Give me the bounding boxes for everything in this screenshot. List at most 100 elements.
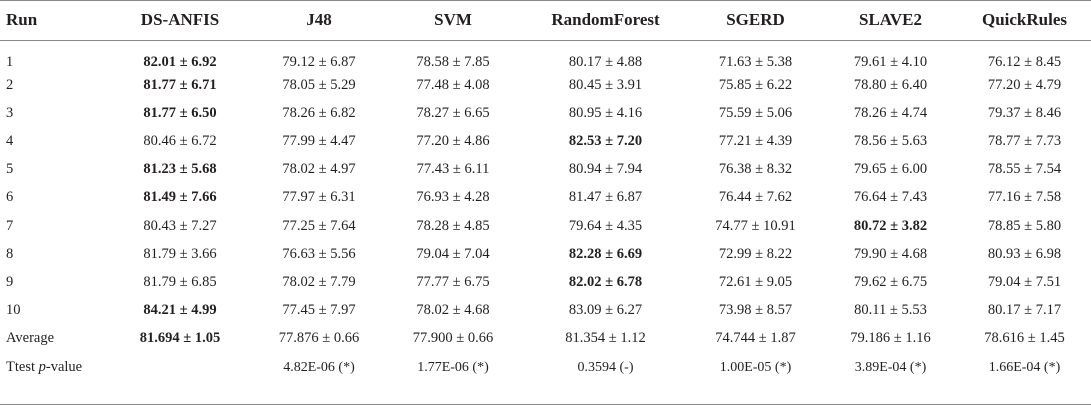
table-cell: 80.17 ± 4.88 bbox=[568, 54, 643, 70]
column-header: SLAVE2 bbox=[859, 10, 922, 29]
row-label: 6 bbox=[6, 189, 14, 206]
row-label: 3 bbox=[6, 104, 14, 121]
table-cell: 77.900 ± 0.66 bbox=[412, 330, 494, 347]
table-cell: 77.97 ± 6.31 bbox=[282, 189, 356, 206]
column-header: DS-ANFIS bbox=[140, 10, 220, 29]
table-cell: 77.48 ± 4.08 bbox=[416, 76, 490, 93]
table-header-rule bbox=[0, 40, 1091, 41]
table-cell: 79.62 ± 6.75 bbox=[853, 273, 928, 290]
table-cell: 79.12 ± 6.87 bbox=[282, 54, 356, 70]
table-cell: 79.90 ± 4.68 bbox=[853, 245, 928, 262]
table-row: 1 82.01 ± 6.92 79.12 ± 6.87 78.58 ± 7.85 80.… bbox=[0, 40, 1091, 71]
table-cell: 75.85 ± 6.22 bbox=[718, 76, 793, 93]
table-cell: 77.16 ± 7.58 bbox=[987, 189, 1062, 206]
table-cell: 78.05 ± 5.29 bbox=[282, 76, 356, 93]
table-cell: 76.64 ± 7.43 bbox=[853, 189, 928, 206]
ttest-cell: 3.89E-04 (*) bbox=[854, 359, 927, 375]
table-cell: 78.55 ± 7.54 bbox=[987, 161, 1062, 178]
table-cell: 74.77 ± 10.91 bbox=[715, 217, 796, 234]
table-top-rule bbox=[0, 0, 1091, 1]
table-cell: 71.63 ± 5.38 bbox=[718, 54, 793, 70]
table-cell: 80.72 ± 3.82 bbox=[853, 217, 928, 234]
ttest-row-label: Ttest p-value bbox=[0, 353, 105, 383]
table-cell: 81.79 ± 6.85 bbox=[143, 273, 217, 290]
table-row: 5 81.23 ± 5.68 78.02 ± 4.97 77.43 ± 6.11 80.… bbox=[0, 156, 1091, 184]
table-cell: 79.64 ± 4.35 bbox=[568, 217, 643, 234]
table-cell: 76.38 ± 8.32 bbox=[718, 161, 793, 178]
table-cell: 78.02 ± 7.79 bbox=[282, 273, 356, 290]
table-cell: 81.694 ± 1.05 bbox=[139, 330, 221, 347]
table-cell: 80.45 ± 3.91 bbox=[568, 76, 643, 93]
table-cell: 76.12 ± 8.45 bbox=[987, 54, 1062, 70]
table-cell: 82.01 ± 6.92 bbox=[143, 54, 217, 70]
table-cell: 79.37 ± 8.46 bbox=[987, 104, 1062, 121]
table-cell: 83.09 ± 6.27 bbox=[568, 302, 643, 319]
table-cell: 78.77 ± 7.73 bbox=[987, 132, 1062, 149]
table-cell: 72.61 ± 9.05 bbox=[718, 273, 793, 290]
table-cell: 78.56 ± 5.63 bbox=[853, 132, 928, 149]
table-cell: 76.93 ± 4.28 bbox=[416, 189, 490, 206]
table-cell: 79.61 ± 4.10 bbox=[853, 54, 928, 70]
row-label: 7 bbox=[6, 217, 14, 234]
table-cell: 81.77 ± 6.50 bbox=[143, 104, 217, 121]
table-cell: 72.99 ± 8.22 bbox=[718, 245, 793, 262]
table-cell: 78.26 ± 4.74 bbox=[853, 104, 928, 121]
table-cell: 77.876 ± 0.66 bbox=[278, 330, 360, 347]
table-cell: 80.17 ± 7.17 bbox=[987, 302, 1062, 319]
column-header: SGERD bbox=[726, 10, 785, 29]
table-cell: 80.46 ± 6.72 bbox=[143, 132, 217, 149]
row-label: 5 bbox=[6, 161, 14, 178]
table-body: 1 82.01 ± 6.92 79.12 ± 6.87 78.58 ± 7.85 80.… bbox=[0, 40, 1091, 383]
table-cell: 80.43 ± 7.27 bbox=[143, 217, 217, 234]
table-cell: 75.59 ± 5.06 bbox=[718, 104, 793, 121]
row-label: 9 bbox=[6, 273, 14, 290]
ttest-label-italic: p bbox=[38, 359, 46, 376]
table-row: 9 81.79 ± 6.85 78.02 ± 7.79 77.77 ± 6.75 82.… bbox=[0, 268, 1091, 296]
table-cell: 81.47 ± 6.87 bbox=[568, 189, 643, 206]
table-cell: 79.186 ± 1.16 bbox=[850, 330, 931, 347]
row-label: 1 bbox=[6, 54, 14, 70]
table-row: 7 80.43 ± 7.27 77.25 ± 7.64 78.28 ± 4.85 79.… bbox=[0, 212, 1091, 240]
table-cell: 76.44 ± 7.62 bbox=[718, 189, 793, 206]
table-cell: 78.02 ± 4.68 bbox=[416, 302, 490, 319]
table-header-row: Run DS-ANFIS J48 SVM RandomForest SGERD … bbox=[0, 0, 1091, 40]
table-cell: 78.26 ± 6.82 bbox=[282, 104, 356, 121]
table-cell: 77.43 ± 6.11 bbox=[416, 161, 490, 178]
table-cell: 78.616 ± 1.45 bbox=[984, 330, 1065, 347]
row-label: 2 bbox=[6, 76, 14, 93]
table-cell: 78.28 ± 4.85 bbox=[416, 217, 490, 234]
column-header: RandomForest bbox=[551, 10, 660, 29]
table-cell: 78.85 ± 5.80 bbox=[987, 217, 1062, 234]
table-cell: 77.21 ± 4.39 bbox=[718, 132, 793, 149]
table-cell: 81.79 ± 3.66 bbox=[143, 245, 217, 262]
row-label: 10 bbox=[6, 302, 21, 319]
table-cell: 80.11 ± 5.53 bbox=[854, 302, 927, 319]
table-cell: 81.23 ± 5.68 bbox=[143, 161, 217, 178]
table-cell: 78.02 ± 4.97 bbox=[282, 161, 356, 178]
results-table: Run DS-ANFIS J48 SVM RandomForest SGERD … bbox=[0, 0, 1091, 383]
table-cell: 77.45 ± 7.97 bbox=[282, 302, 356, 319]
table-cell: 84.21 ± 4.99 bbox=[143, 302, 217, 319]
ttest-cell: 1.77E-06 (*) bbox=[417, 359, 489, 375]
table-cell: 74.744 ± 1.87 bbox=[715, 330, 796, 347]
table-cell: 78.27 ± 6.65 bbox=[416, 104, 490, 121]
table-row: Average 81.694 ± 1.05 77.876 ± 0.66 77.900 … bbox=[0, 325, 1091, 353]
table-cell: 77.25 ± 7.64 bbox=[282, 217, 356, 234]
ttest-cell: 0.3594 (-) bbox=[577, 359, 634, 375]
table-cell: 77.99 ± 4.47 bbox=[282, 132, 356, 149]
ttest-label-suffix: -value bbox=[45, 359, 83, 376]
column-header: SVM bbox=[434, 10, 472, 29]
table-cell: 81.77 ± 6.71 bbox=[143, 76, 217, 93]
table-row: 10 84.21 ± 4.99 77.45 ± 7.97 78.02 ± 4.68 83… bbox=[0, 297, 1091, 325]
ttest-cell: 4.82E-06 (*) bbox=[283, 359, 355, 375]
table-cell: 80.93 ± 6.98 bbox=[987, 245, 1062, 262]
column-header: J48 bbox=[306, 10, 332, 29]
ttest-cell bbox=[105, 353, 255, 383]
table-row: 6 81.49 ± 7.66 77.97 ± 6.31 76.93 ± 4.28 81.… bbox=[0, 184, 1091, 212]
table-row: 4 80.46 ± 6.72 77.99 ± 4.47 77.20 ± 4.86 82.… bbox=[0, 127, 1091, 155]
column-header: Run bbox=[6, 10, 38, 29]
row-label: 4 bbox=[6, 132, 14, 149]
ttest-cell: 1.66E-04 (*) bbox=[988, 359, 1061, 375]
table-cell: 79.04 ± 7.51 bbox=[987, 273, 1062, 290]
table-cell: 77.77 ± 6.75 bbox=[416, 273, 490, 290]
